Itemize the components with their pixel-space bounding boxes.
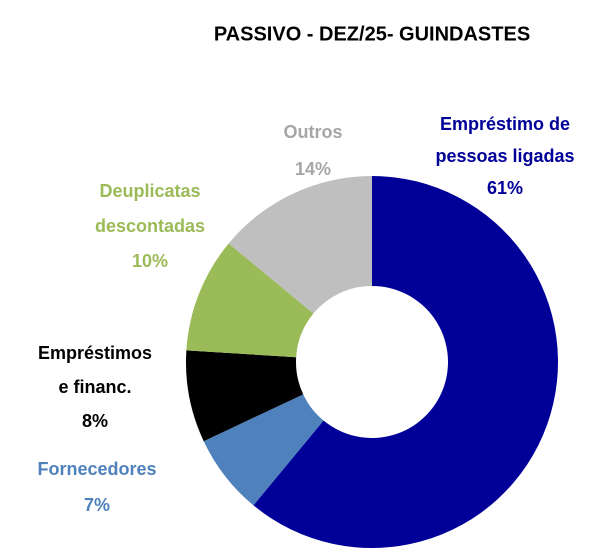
donut-segment [228,176,372,314]
donut-segment [186,350,304,442]
label-line: e financ. [58,377,131,397]
label-line: pessoas ligadas [435,146,574,166]
value-label: 61% [487,178,523,198]
label-line: Deuplicatas [99,181,200,201]
segment-label: Deuplicatas descontadas [95,181,205,236]
segment-label: Outros [283,122,342,142]
donut-segment [186,243,314,358]
chart-title: PASSIVO - DEZ/25- GUINDASTES [214,23,530,45]
donut-segment [203,394,324,506]
label-line: Outros [283,122,342,142]
label-line: Fornecedores [37,459,156,479]
segment-label: Fornecedores [37,459,156,479]
label-line: descontadas [95,216,205,236]
segment-label: Empréstimo de pessoas ligadas [435,114,574,166]
value-label: 14% [295,159,331,179]
value-label: 8% [82,411,108,431]
segment-label: Empréstimos e financ. [38,343,152,397]
value-label: 7% [84,495,110,515]
value-label: 10% [132,251,168,271]
donut-segment [253,176,558,548]
label-line: Empréstimos [38,343,152,363]
label-line: Empréstimo de [440,114,570,134]
